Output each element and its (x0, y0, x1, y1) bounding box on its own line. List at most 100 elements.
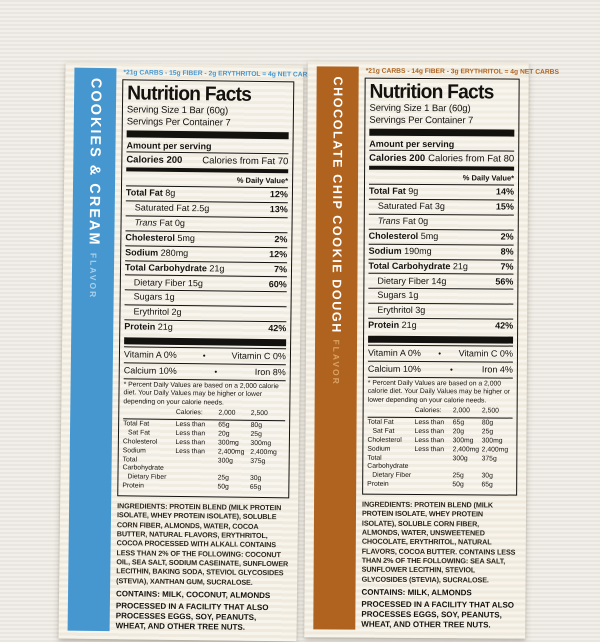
vitamin-left: Vitamin A 0% (124, 350, 177, 361)
nutrient-name: Sodium 190mg (369, 247, 432, 257)
nutrient-daily-value: 15% (496, 203, 514, 213)
nutrient-daily-value: 12% (270, 190, 288, 200)
nutrient-row: Sodium 190mg 8% (369, 243, 514, 259)
dv-col-calories: Calories: (176, 409, 217, 418)
vitamin-row: Vitamin A 0% • Vitamin C 0% (368, 345, 513, 362)
nutrient-name: Dietary Fiber 14g (368, 276, 446, 286)
net-carbs-line: *21g CARBS - 14g FIBER - 3g ERYTHRITOL =… (366, 68, 520, 76)
calories-value: Calories 200 (369, 153, 425, 164)
label-content: *21g CARBS - 14g FIBER - 3g ERYTHRITOL =… (361, 66, 519, 631)
vitamin-row: Vitamin A 0% • Vitamin C 0% (124, 346, 286, 364)
nutrient-name: Saturated Fat 2.5g (126, 204, 210, 215)
vitamin-right: Vitamin C 0% (459, 349, 513, 359)
nutrient-daily-value: 7% (500, 262, 513, 272)
nutrient-name: Total Carbohydrate 21g (125, 263, 224, 274)
dv-col-calories: Calories: (415, 407, 451, 416)
flavor-name: CHOCOLATE CHIP COOKIE DOUGH (330, 76, 344, 333)
vitamin-right: Iron 4% (482, 365, 513, 375)
nutrition-facts-title: Nutrition Facts (370, 82, 509, 104)
nutrient-name: Cholesterol 5mg (369, 232, 439, 242)
vitamin-right: Vitamin C 0% (232, 351, 286, 362)
nutrient-row: Sugars 1g (368, 288, 513, 304)
nutrient-name: Dietary Fiber 15g (125, 278, 203, 289)
nutrient-daily-value: 42% (268, 324, 286, 334)
facility-warning: PROCESSED IN A FACILITY THAT ALSO PROCES… (116, 601, 288, 633)
divider-thick (127, 130, 289, 139)
vitamin-left: Calcium 10% (124, 366, 177, 377)
nutrient-daily-value: 14% (496, 188, 514, 198)
divider-thick (369, 129, 514, 137)
nutrient-row: Erythritol 3g (368, 303, 513, 319)
vitamin-right: Iron 8% (255, 367, 286, 377)
bullet-separator: • (203, 351, 206, 360)
nutrient-name: Sodium 280mg (125, 248, 188, 259)
calories-from-fat: Calories from Fat 80 (428, 153, 514, 165)
bullet-separator: • (450, 365, 453, 374)
nutrient-name: Erythritol 2g (124, 308, 181, 319)
label-chocolate-chip-cookie-dough: CHOCOLATE CHIP COOKIE DOUGH FLAVOR *21g … (304, 61, 529, 638)
nutrient-row: Cholesterol 5mg 2% (369, 228, 514, 244)
label-cookies-and-cream: COOKIES & CREAM FLAVOR *21g CARBS - 15g … (58, 63, 303, 642)
label-content: *21g CARBS - 15g FIBER - 2g ERYTHRITOL =… (116, 67, 295, 633)
nutrient-daily-value: 12% (269, 250, 287, 260)
nutrition-facts-box: Nutrition Facts Serving Size 1 Bar (60g)… (362, 78, 520, 496)
nutrient-name: Saturated Fat 3g (369, 202, 445, 212)
nutrient-row: Protein 21g 42% (124, 319, 286, 336)
nutrient-daily-value: 2% (501, 232, 514, 242)
nutrient-row: Dietary Fiber 14g 56% (368, 273, 513, 289)
dv-col-2500: 2,500 (251, 410, 286, 419)
nutrient-name: Protein 21g (124, 323, 173, 333)
calories-from-fat: Calories from Fat 70 (202, 155, 288, 167)
vitamin-rows: Vitamin A 0% • Vitamin C 0% Calcium 10% • Iro… (124, 346, 286, 380)
daily-value-footnote: * Percent Daily Values are based on a 2,… (123, 378, 285, 409)
nutrient-name: Protein 21g (368, 321, 417, 331)
nutrition-facts-box: Nutrition Facts Serving Size 1 Bar (60g)… (117, 79, 294, 498)
nutrient-name: Total Fat 9g (369, 187, 418, 197)
flavor-sidebar: COOKIES & CREAM FLAVOR (68, 68, 117, 632)
nutrient-name: Erythritol 3g (368, 306, 425, 316)
flavor-sidebar: CHOCOLATE CHIP COOKIE DOUGH FLAVOR (313, 66, 358, 629)
dv-col-2000: 2,000 (218, 410, 248, 419)
nutrient-row: Saturated Fat 3g 15% (369, 199, 514, 215)
flavor-name: COOKIES & CREAM (86, 78, 103, 247)
calories-value: Calories 200 (126, 154, 182, 166)
dv-col-2500: 2,500 (482, 408, 513, 417)
vitamin-left: Calcium 10% (368, 364, 421, 374)
nutrient-daily-value: 56% (495, 277, 513, 287)
allergen-contains: CONTAINS: MILK, COCONUT, ALMONDS (116, 589, 288, 600)
servings-per-container: Servings Per Container 7 (127, 116, 289, 130)
nutrient-name: Trans Fat 0g (126, 218, 185, 229)
nutrient-name: Cholesterol 5mg (125, 233, 195, 244)
daily-value-header: % Daily Value* (369, 171, 514, 185)
daily-value-table-header: Calories: 2,000 2,500 (368, 407, 513, 419)
page-background: { "page": { "background_color": "#edeae3… (0, 0, 600, 600)
nutrition-facts-title: Nutrition Facts (127, 83, 283, 106)
daily-value-footnote: * Percent Daily Values are based on a 2,… (368, 377, 513, 407)
flavor-suffix: FLAVOR (88, 252, 97, 298)
servings-per-container: Servings Per Container 7 (369, 114, 514, 126)
nutrient-daily-value: 13% (270, 205, 288, 215)
dv-col-2000: 2,000 (453, 408, 480, 417)
nutrient-daily-value: 8% (501, 247, 514, 257)
bullet-separator: • (438, 349, 441, 358)
vitamin-row: Calcium 10% • Iron 8% (124, 362, 286, 380)
nutrient-daily-value: 7% (274, 265, 287, 275)
divider-thick (368, 336, 513, 344)
daily-value-table-header: Calories: 2,000 2,500 (123, 409, 285, 422)
calories-row: Calories 200 Calories from Fat 70 (126, 152, 288, 168)
bullet-separator: • (214, 367, 217, 376)
vitamin-left: Vitamin A 0% (368, 348, 421, 358)
vitamin-row: Calcium 10% • Iron 4% (368, 361, 513, 378)
nutrient-daily-value: 2% (274, 235, 287, 245)
facility-warning: PROCESSED IN A FACILITY THAT ALSO PROCES… (361, 600, 516, 631)
